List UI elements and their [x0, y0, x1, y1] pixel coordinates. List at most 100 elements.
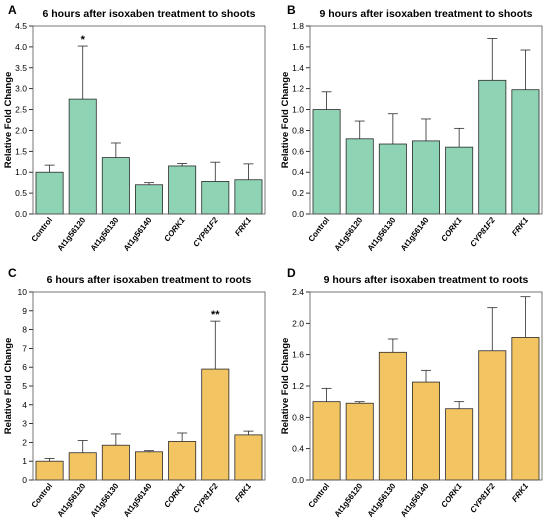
x-tick-label: CORK1 — [439, 481, 464, 509]
x-tick-label: At1g56140 — [399, 481, 431, 519]
bar-cyp81f2 — [478, 79, 507, 215]
y-tick-label: 1.8 — [292, 21, 304, 31]
x-tick-label: CORK1 — [162, 215, 187, 243]
x-tick-label: At1g56120 — [56, 481, 88, 519]
y-tick-label: 1.6 — [292, 42, 304, 52]
panel-letter: D — [287, 266, 296, 280]
bar-cyp81f2 — [201, 181, 230, 215]
x-tick-label: FRK1 — [233, 215, 253, 237]
y-tick-label: 0.0 — [292, 475, 304, 485]
bar-at1g56140 — [412, 140, 440, 215]
chart-title: 9 hours after isoxaben treatment to shoo… — [320, 8, 533, 20]
bar-cyp81f2 — [201, 368, 230, 481]
x-tick-label: CYP81F2 — [191, 481, 220, 514]
y-tick-label: 2 — [22, 437, 27, 447]
chart-title: 6 hours after isoxaben treatment to shoo… — [43, 8, 256, 20]
x-tick-label: At1g56120 — [333, 481, 365, 519]
bar-frk1 — [234, 434, 263, 481]
chart-panel-b: B 9 hours after isoxaben treatment to sho… — [280, 3, 543, 253]
x-tick-label: At1g56130 — [366, 215, 398, 253]
bar-control — [35, 460, 64, 481]
chart-panel-c: C 6 hours after isoxaben treatment to roo… — [3, 266, 266, 519]
y-tick-label: 1.0 — [292, 105, 304, 115]
significance-marker: * — [81, 34, 86, 46]
chart-panel-a: A 6 hours after isoxaben treatment to sho… — [3, 3, 266, 253]
x-tick-label: CYP81F2 — [468, 215, 497, 248]
y-tick-label: 4 — [22, 400, 27, 410]
x-tick-label: CYP81F2 — [468, 481, 497, 514]
x-tick-label: At1g56130 — [89, 481, 121, 519]
y-axis-title: Relative Fold Change — [280, 72, 291, 169]
x-tick-label: At1g56140 — [122, 215, 154, 253]
y-tick-label: 7 — [22, 343, 27, 353]
x-tick-label: FRK1 — [233, 481, 253, 503]
x-tick-label: At1g56130 — [366, 481, 398, 519]
chart-panel-d: D 9 hours after isoxaben treatment to roo… — [280, 266, 543, 519]
y-axis-title: Relative Fold Change — [3, 72, 14, 169]
plot-frame — [309, 25, 543, 215]
y-tick-label: 9 — [22, 306, 27, 316]
panel-letter: C — [8, 266, 17, 280]
x-tick-label: CYP81F2 — [191, 215, 220, 248]
y-tick-label: 4.5 — [15, 21, 27, 31]
panel-letter: B — [287, 3, 296, 17]
y-tick-label: 1.2 — [292, 381, 304, 391]
bar-cyp81f2 — [478, 350, 507, 481]
x-tick-label: FRK1 — [510, 481, 530, 503]
significance-marker: ** — [211, 309, 220, 321]
x-tick-label: CORK1 — [439, 215, 464, 243]
y-tick-label: 0.4 — [292, 167, 304, 177]
x-tick-label: Control — [307, 216, 332, 244]
plot-frame — [32, 291, 266, 481]
y-tick-label: 3 — [22, 419, 27, 429]
bar-at1g56130 — [378, 143, 407, 215]
x-tick-label: At1g56120 — [333, 215, 365, 253]
y-tick-label: 4.0 — [15, 42, 27, 52]
y-tick-label: 0.0 — [292, 209, 304, 219]
x-tick-label: At1g56140 — [399, 215, 431, 253]
y-tick-label: 3.0 — [15, 84, 27, 94]
y-tick-label: 0.4 — [292, 444, 304, 454]
y-tick-label: 2.0 — [15, 125, 27, 135]
panel-letter: A — [8, 3, 17, 17]
y-tick-label: 10 — [18, 287, 28, 297]
plot-frame — [309, 291, 543, 481]
y-tick-label: 0.6 — [292, 146, 304, 156]
bar-at1g56130 — [101, 157, 130, 215]
x-tick-label: CORK1 — [162, 481, 187, 509]
x-tick-label: Control — [307, 482, 332, 510]
bar-cork1 — [445, 146, 474, 215]
bar-at1g56140 — [135, 451, 163, 481]
x-tick-label: At1g56130 — [89, 215, 121, 253]
y-tick-label: 0.8 — [292, 412, 304, 422]
bar-control — [312, 109, 341, 215]
plot-frame — [32, 25, 266, 215]
bar-frk1 — [234, 179, 263, 215]
y-tick-label: 0.0 — [15, 209, 27, 219]
bar-at1g56140 — [135, 184, 163, 215]
y-tick-label: 1 — [22, 456, 27, 466]
y-tick-label: 2.4 — [292, 287, 304, 297]
x-tick-label: At1g56120 — [56, 215, 88, 253]
y-axis-title: Relative Fold Change — [280, 338, 291, 435]
bar-at1g56130 — [101, 444, 130, 481]
y-tick-label: 1.6 — [292, 350, 304, 360]
bar-at1g56120 — [68, 452, 97, 481]
y-tick-label: 0 — [22, 475, 27, 485]
bar-at1g56130 — [378, 351, 407, 481]
y-tick-label: 0.8 — [292, 125, 304, 135]
y-tick-label: 0.2 — [292, 188, 304, 198]
x-tick-label: Control — [30, 216, 55, 244]
y-tick-label: 2.5 — [15, 105, 27, 115]
y-tick-label: 3.5 — [15, 63, 27, 73]
chart-title: 6 hours after isoxaben treatment to root… — [47, 274, 252, 286]
y-axis-title: Relative Fold Change — [3, 338, 14, 435]
y-tick-label: 1.2 — [292, 84, 304, 94]
y-tick-label: 1.0 — [15, 167, 27, 177]
y-tick-label: 5 — [22, 381, 27, 391]
bar-control — [35, 171, 64, 215]
bar-at1g56120 — [345, 138, 374, 215]
bar-at1g56120 — [345, 402, 374, 481]
bar-control — [312, 401, 341, 481]
